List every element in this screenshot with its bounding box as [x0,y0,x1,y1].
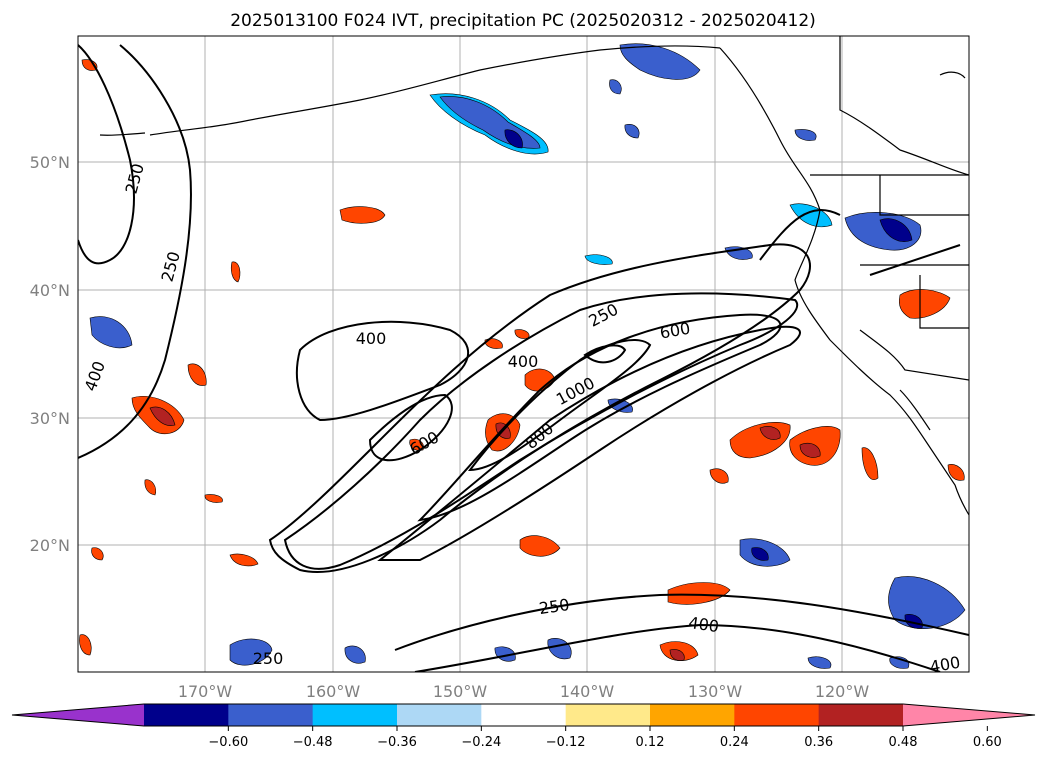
colorbar-segment [144,704,229,726]
colorbar-tick-label: −0.48 [293,735,333,750]
colorbar-outline [11,703,1036,727]
lon-label: 150°W [433,682,488,701]
longitude-labels: 170°W 160°W 150°W 140°W 130°W 120°W [178,682,870,701]
contour-label: 400 [356,329,387,348]
colorbar-tick-label: −0.60 [208,735,248,750]
contour-label: 400 [928,653,961,677]
contour-label: 250 [253,649,284,668]
colorbar-tick-label: 0.36 [804,735,833,750]
colorbar-tick-label: −0.36 [377,735,417,750]
colorbar-segment [397,704,482,726]
lat-label: 40°N [30,281,70,300]
colorbar-tick-label: 0.12 [636,735,665,750]
coastlines [99,36,969,516]
contour-label: 400 [687,613,720,636]
colorbar-tick-label: 0.60 [973,735,1002,750]
lon-label: 120°W [815,682,870,701]
colorbar-tick-label: −0.24 [461,735,501,750]
lon-label: 130°W [688,682,743,701]
lon-label: 140°W [560,682,615,701]
lat-label: 30°N [30,409,70,428]
colorbar-tick-label: 0.24 [720,735,749,750]
lon-label: 160°W [306,682,361,701]
colorbar-segment [481,704,567,726]
contour-label: 250 [538,595,571,618]
colorbar-segment [650,704,735,726]
map-title: 2025013100 F024 IVT, precipitation PC (2… [230,11,816,31]
ivt-contours [78,44,969,672]
colorbar-tick-label: 0.48 [889,735,918,750]
colorbar-segment [818,704,904,726]
precip-negative-patches [89,43,966,669]
colorbar-segment [734,704,820,726]
colorbar-segment [565,704,651,726]
latitude-labels: 50°N 40°N 30°N 20°N [30,153,70,555]
lat-label: 20°N [30,536,70,555]
colorbar-extend-high [903,704,1035,726]
contour-label: 400 [508,352,539,371]
colorbar-extend-low [12,704,144,726]
colorbar-segment [312,704,398,726]
lon-label: 170°W [178,682,233,701]
colorbar-segment [228,704,314,726]
colorbar: −0.60 −0.48 −0.36 −0.24 −0.12 0.12 0.24 0.36 0.4… [11,703,1036,750]
map-frame [77,35,970,673]
lat-label: 50°N [30,153,70,172]
colorbar-tick-label: −0.12 [546,735,586,750]
